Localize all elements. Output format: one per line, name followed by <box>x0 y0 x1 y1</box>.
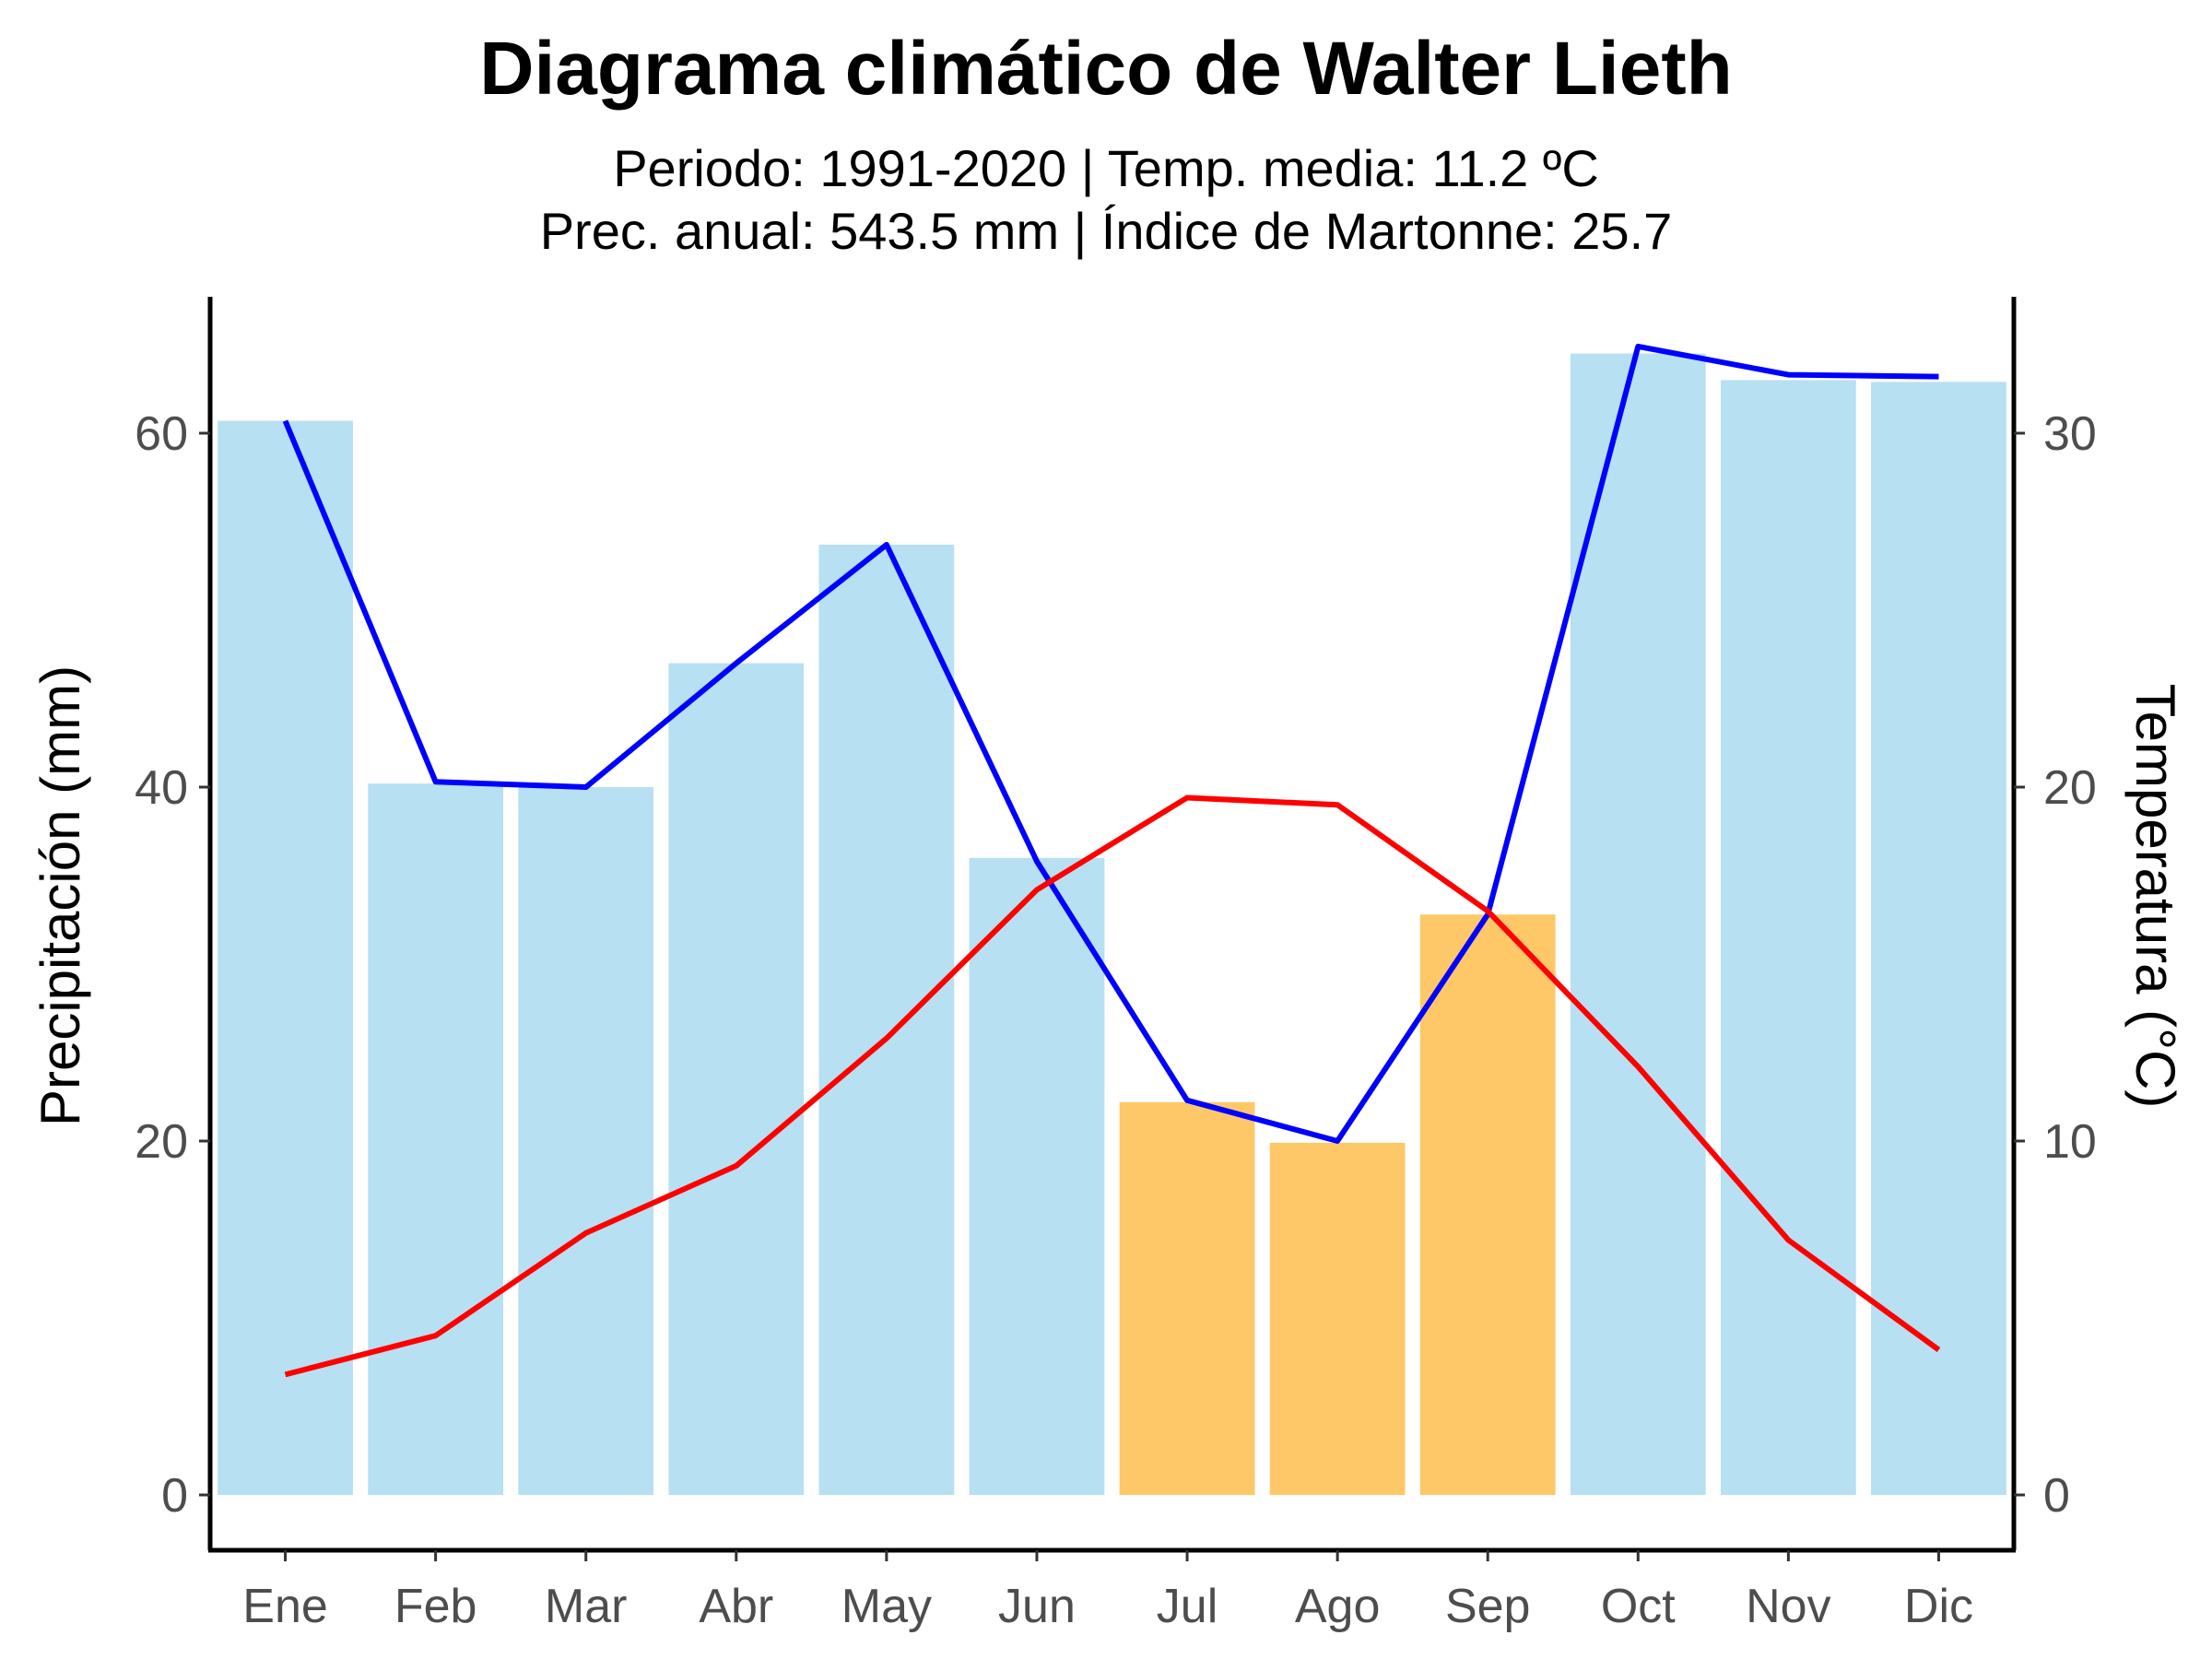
chart-subtitle-line-1: Periodo: 1991-2020 | Temp. media: 11.2 º… <box>613 139 1599 197</box>
chart-lines <box>282 343 1941 1378</box>
x-tick-label-sep: Sep <box>1445 1580 1531 1633</box>
right-tick-label: 30 <box>2043 407 2097 461</box>
right-tick-label: 10 <box>2043 1115 2097 1169</box>
x-tick-label-oct: Oct <box>1601 1580 1676 1633</box>
bar-sep <box>1419 914 1556 1495</box>
bar-abr <box>668 663 805 1495</box>
left-tick-label: 40 <box>135 761 188 815</box>
bar-jul <box>1119 1101 1255 1495</box>
x-tick-label-abr: Abr <box>699 1580 773 1633</box>
x-tick-label-feb: Feb <box>394 1580 477 1633</box>
chart-subtitle-line-2: Prec. anual: 543.5 mm | Índice de Marton… <box>539 202 1673 260</box>
chart-labels: 0 20 40 60 0 10 20 30 Ene Feb Mar Abr May Jun Jul Ago Se… <box>29 407 2186 1633</box>
left-axis-title: Precipitación (mm) <box>29 665 91 1126</box>
x-tick-label-may: May <box>841 1580 932 1633</box>
x-tick-label-mar: Mar <box>545 1580 628 1633</box>
x-tick-label-dic: Dic <box>1904 1580 1973 1633</box>
bar-may <box>818 544 955 1496</box>
bar-ene <box>218 420 353 1495</box>
bar-mar <box>518 787 654 1495</box>
x-tick-label-jul: Jul <box>1157 1580 1218 1633</box>
right-tick-label: 20 <box>2043 761 2097 815</box>
right-axis-title: Temperatura (°C) <box>2124 684 2186 1109</box>
x-tick-label-nov: Nov <box>1746 1580 1830 1633</box>
x-tick-label-ene: Ene <box>242 1580 328 1633</box>
bar-jun <box>969 857 1105 1495</box>
chart-title: Diagrama climático de Walter Lieth <box>479 27 1733 111</box>
precipitation-line <box>282 343 1939 1144</box>
bar-feb <box>368 783 504 1495</box>
temperature-line <box>284 794 1941 1378</box>
bar-dic <box>1871 382 2006 1495</box>
x-tick-label-ago: Ago <box>1295 1580 1381 1633</box>
x-tick-label-jun: Jun <box>998 1580 1076 1633</box>
left-tick-label: 0 <box>161 1469 188 1523</box>
right-tick-label: 0 <box>2043 1469 2070 1523</box>
bar-nov <box>1720 380 1856 1495</box>
chart-axes <box>199 297 2025 1561</box>
precipitation-bars <box>218 353 2006 1496</box>
bar-oct <box>1570 353 1706 1496</box>
bar-ago <box>1269 1142 1406 1495</box>
left-tick-label: 60 <box>135 407 188 461</box>
left-tick-label: 20 <box>135 1115 188 1169</box>
